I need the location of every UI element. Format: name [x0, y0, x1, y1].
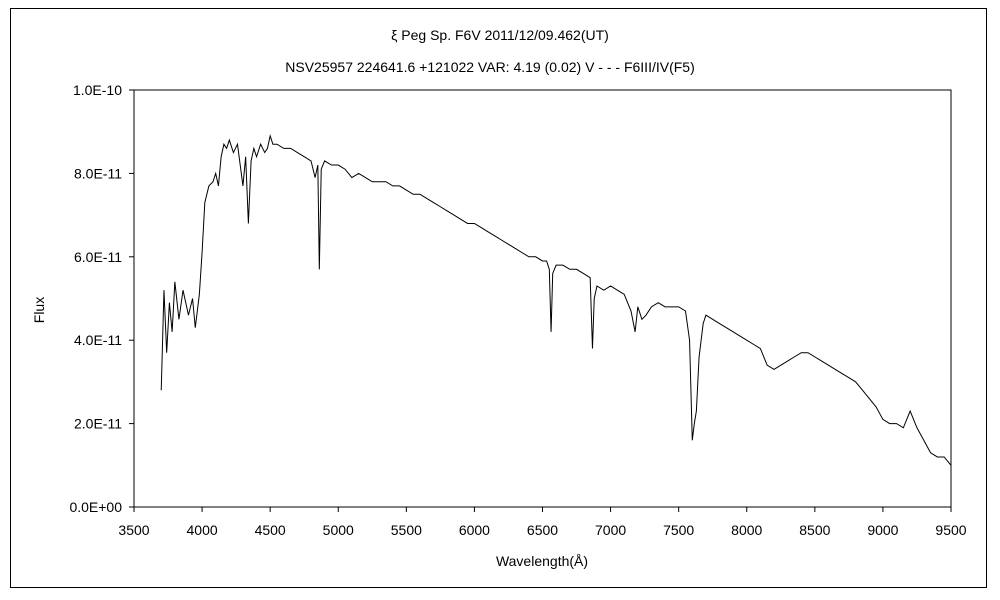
- spectrum-line: [160, 133, 952, 466]
- x-axis-title: Wavelength(Å): [496, 553, 588, 569]
- y-axis-title: Flux: [31, 297, 47, 323]
- x-tick-label: 4500: [255, 522, 286, 538]
- x-tick-label: 8000: [731, 522, 762, 538]
- y-tick-label: 0.0E+00: [69, 499, 122, 515]
- x-tick-label: 6000: [459, 522, 490, 538]
- plot-area: [133, 89, 952, 508]
- chart-title: ξ Peg Sp. F6V 2011/12/09.462(UT): [391, 27, 609, 43]
- x-tick-label: 4000: [187, 522, 218, 538]
- x-tick-label: 9000: [867, 522, 898, 538]
- x-axis-ticks: 3500 4000 4500 5000 5500 6000 6500 7000 7500 8000…: [118, 507, 967, 538]
- x-tick-label: 5500: [391, 522, 422, 538]
- y-tick-label: 2.0E-11: [74, 416, 122, 432]
- x-tick-label: 7500: [663, 522, 694, 538]
- x-tick-label: 9500: [935, 522, 966, 538]
- x-tick-label: 8500: [799, 522, 830, 538]
- x-tick-label: 6500: [527, 522, 558, 538]
- chart-subtitle: NSV25957 224641.6 +121022 VAR: 4.19 (0.0…: [285, 59, 694, 75]
- chart-frame: [10, 8, 987, 588]
- y-tick-label: 4.0E-11: [74, 332, 122, 348]
- y-axis-ticks: 0.0E+00 2.0E-11 4.0E-11 6.0E-11 8.0E-11 1.0E-…: [69, 82, 134, 515]
- y-tick-label: 6.0E-11: [74, 249, 122, 265]
- x-tick-label: 7000: [595, 522, 626, 538]
- x-tick-label: 5000: [323, 522, 354, 538]
- x-tick-label: 3500: [118, 522, 149, 538]
- y-tick-label: 1.0E-10: [73, 82, 122, 98]
- y-tick-label: 8.0E-11: [74, 165, 122, 181]
